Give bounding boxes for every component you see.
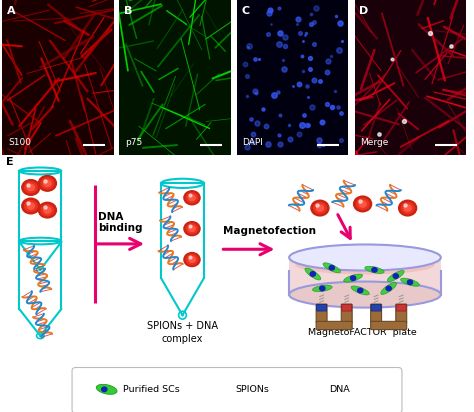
Text: Purified SCs: Purified SCs — [123, 385, 180, 394]
Text: DNA
binding: DNA binding — [98, 212, 143, 233]
Ellipse shape — [289, 281, 441, 308]
Circle shape — [350, 276, 356, 280]
Ellipse shape — [351, 286, 369, 295]
Text: D: D — [359, 6, 368, 16]
Ellipse shape — [289, 281, 441, 308]
FancyBboxPatch shape — [396, 304, 406, 311]
Text: SPIONs: SPIONs — [236, 385, 269, 394]
Circle shape — [359, 201, 366, 207]
Text: A: A — [7, 6, 16, 16]
FancyBboxPatch shape — [72, 368, 402, 412]
Circle shape — [372, 268, 377, 272]
Polygon shape — [289, 258, 441, 295]
Circle shape — [44, 207, 51, 213]
Circle shape — [25, 182, 37, 193]
Circle shape — [386, 286, 392, 291]
Text: S100: S100 — [8, 138, 31, 147]
Circle shape — [216, 383, 230, 396]
FancyBboxPatch shape — [316, 304, 327, 323]
Text: Magnetofection: Magnetofection — [223, 226, 316, 236]
Circle shape — [354, 196, 372, 212]
FancyBboxPatch shape — [396, 304, 407, 323]
Text: Merge: Merge — [360, 138, 389, 147]
Circle shape — [319, 286, 325, 291]
Ellipse shape — [295, 255, 435, 274]
Circle shape — [357, 288, 363, 293]
Ellipse shape — [344, 274, 363, 282]
Ellipse shape — [305, 268, 321, 280]
Text: DNA: DNA — [329, 385, 350, 394]
Ellipse shape — [365, 266, 384, 274]
Circle shape — [189, 195, 195, 201]
Text: MagnetoFACTOR  plate: MagnetoFACTOR plate — [308, 328, 417, 337]
FancyBboxPatch shape — [341, 304, 352, 323]
Circle shape — [407, 280, 413, 285]
Ellipse shape — [381, 282, 397, 295]
Text: DAPI: DAPI — [243, 138, 264, 147]
Circle shape — [186, 255, 198, 265]
Circle shape — [184, 222, 200, 236]
Text: C: C — [241, 6, 250, 16]
Ellipse shape — [323, 263, 341, 273]
Ellipse shape — [387, 271, 404, 281]
Ellipse shape — [312, 285, 332, 292]
Text: B: B — [124, 6, 132, 16]
FancyBboxPatch shape — [371, 321, 407, 330]
Circle shape — [399, 200, 417, 216]
Text: p75: p75 — [125, 138, 142, 147]
Circle shape — [101, 387, 107, 391]
Circle shape — [25, 201, 37, 211]
Circle shape — [27, 203, 35, 209]
Circle shape — [356, 199, 369, 209]
Ellipse shape — [289, 244, 441, 271]
Circle shape — [44, 180, 51, 187]
Circle shape — [38, 202, 56, 218]
Ellipse shape — [96, 384, 117, 394]
Circle shape — [22, 198, 40, 214]
Circle shape — [310, 272, 316, 276]
Circle shape — [186, 224, 198, 234]
FancyBboxPatch shape — [371, 304, 381, 311]
Circle shape — [38, 176, 56, 191]
Circle shape — [316, 205, 324, 211]
FancyBboxPatch shape — [316, 321, 352, 330]
Ellipse shape — [401, 278, 419, 286]
Circle shape — [401, 203, 414, 213]
FancyBboxPatch shape — [342, 304, 352, 311]
Text: E: E — [6, 157, 13, 166]
FancyBboxPatch shape — [317, 304, 327, 311]
Circle shape — [184, 191, 200, 205]
Circle shape — [189, 226, 195, 232]
Circle shape — [186, 193, 198, 203]
Circle shape — [314, 203, 326, 213]
Circle shape — [184, 253, 200, 267]
Circle shape — [220, 387, 226, 392]
Circle shape — [329, 266, 335, 270]
Circle shape — [41, 178, 54, 189]
FancyBboxPatch shape — [371, 304, 382, 323]
Circle shape — [393, 274, 398, 279]
Circle shape — [22, 180, 40, 195]
Circle shape — [404, 205, 411, 211]
Circle shape — [189, 257, 195, 262]
Circle shape — [27, 184, 35, 191]
Circle shape — [311, 200, 329, 216]
Text: SPIONs + DNA
complex: SPIONs + DNA complex — [147, 321, 218, 344]
Circle shape — [218, 385, 228, 394]
Circle shape — [41, 205, 54, 215]
